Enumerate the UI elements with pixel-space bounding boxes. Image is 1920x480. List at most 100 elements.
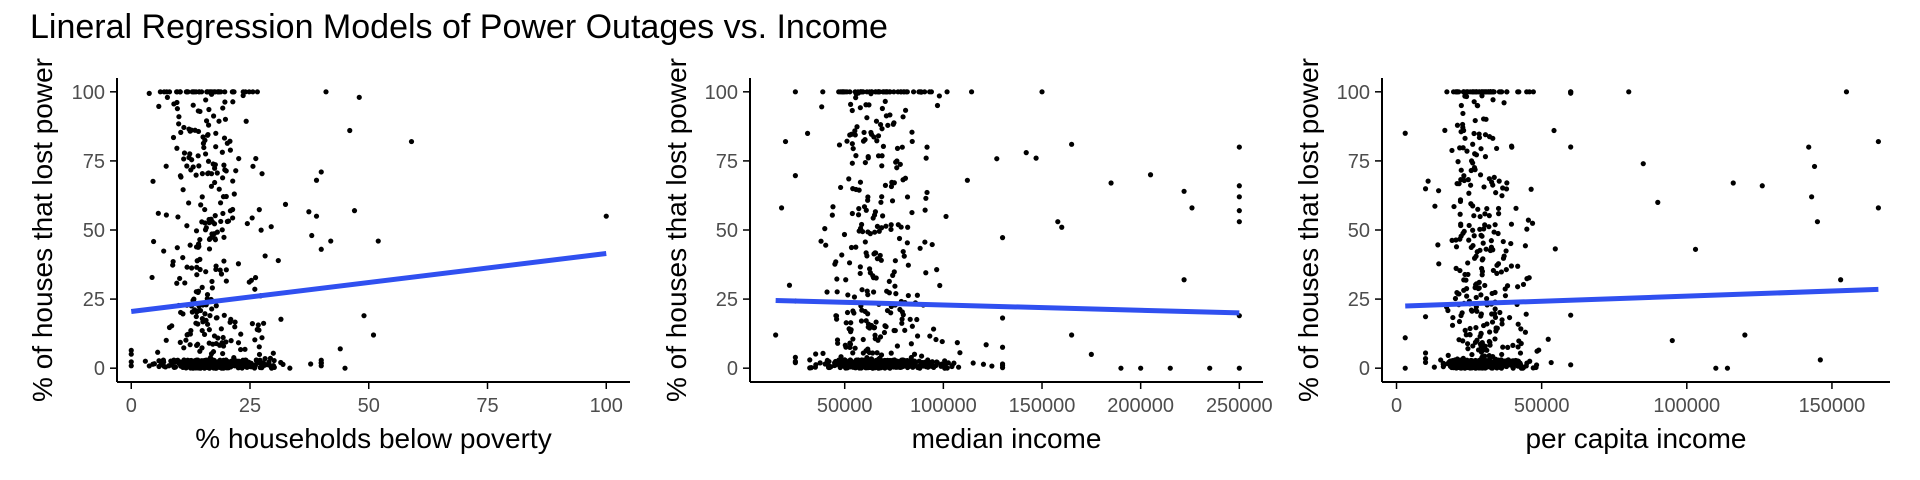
data-point [807,357,813,363]
data-point [1207,365,1213,371]
data-point [193,313,199,320]
data-point [901,357,908,364]
data-point [980,361,987,367]
x-tick-label: 100000 [910,395,977,417]
data-point [195,153,201,159]
data-point [1495,230,1501,237]
data-point [1482,154,1489,160]
data-point [1478,311,1484,317]
data-point [1475,347,1482,353]
data-point [342,365,348,371]
data-point [896,235,903,242]
data-point [848,244,855,251]
data-point [207,313,213,319]
data-point [1471,233,1477,239]
data-point [1817,357,1823,363]
data-point [1402,365,1408,371]
data-point [853,244,859,250]
data-point [1464,293,1470,299]
data-point [233,168,239,174]
data-point [1059,224,1065,230]
data-point [824,289,830,295]
data-point [1479,340,1485,346]
data-point [1484,347,1490,353]
data-point [1466,237,1472,243]
data-point [184,223,190,229]
x-tick-label: 150000 [1009,395,1076,417]
data-point [1475,206,1481,212]
x-tick-label: 0 [126,395,137,417]
data-point [1730,180,1736,186]
data-point [223,278,229,284]
data-point [1455,358,1461,364]
data-point [210,113,217,119]
data-point [927,333,933,339]
data-point [1498,357,1504,363]
data-point [825,364,832,371]
data-point [873,250,879,256]
data-point [1483,89,1489,95]
data-point [187,342,193,348]
data-point [1442,127,1448,133]
data-point [1452,295,1459,302]
data-point [257,357,263,363]
data-point [1181,188,1187,194]
data-point [1669,337,1675,344]
data-point [870,215,876,221]
data-point [1425,178,1431,184]
data-point [213,340,219,347]
data-point [1528,186,1534,192]
data-point [865,154,871,160]
data-point [1473,294,1479,301]
data-point [874,256,880,262]
data-point [221,135,228,141]
data-point [859,287,865,293]
data-point [1495,205,1502,212]
data-point [882,98,888,105]
data-point [884,288,890,294]
data-point [198,202,204,208]
data-point [852,345,858,351]
data-point [908,341,914,347]
data-point [847,329,854,335]
data-point [1463,93,1470,100]
data-point [842,359,848,366]
data-point [177,275,183,282]
data-point [1167,365,1173,371]
data-point [1489,179,1495,185]
data-point [883,223,889,229]
data-point [212,359,219,366]
data-point [184,264,190,270]
data-point [1568,362,1574,368]
data-point [163,337,169,343]
data-point [1461,173,1467,179]
data-point [212,179,218,186]
data-point [1492,222,1498,228]
data-point [1181,277,1187,283]
data-point [847,340,853,346]
data-point [850,364,856,370]
data-point [1461,177,1467,184]
data-point [889,179,895,185]
data-point [211,231,217,237]
data-point [199,327,205,334]
data-point [205,170,211,177]
y-axis-title: % of houses that lost power [661,58,692,402]
data-point [888,226,894,233]
data-point [922,207,928,213]
data-point [862,239,868,245]
data-point [1499,193,1505,199]
data-point [1453,265,1459,271]
data-point [848,357,854,364]
data-point [915,364,921,371]
data-point [218,89,224,95]
data-point [882,365,888,371]
data-point [1499,317,1505,323]
data-point [897,161,903,167]
data-point [1457,197,1464,203]
data-point [909,323,915,329]
data-point [182,280,188,286]
data-point [882,357,888,364]
data-point [1189,205,1195,211]
